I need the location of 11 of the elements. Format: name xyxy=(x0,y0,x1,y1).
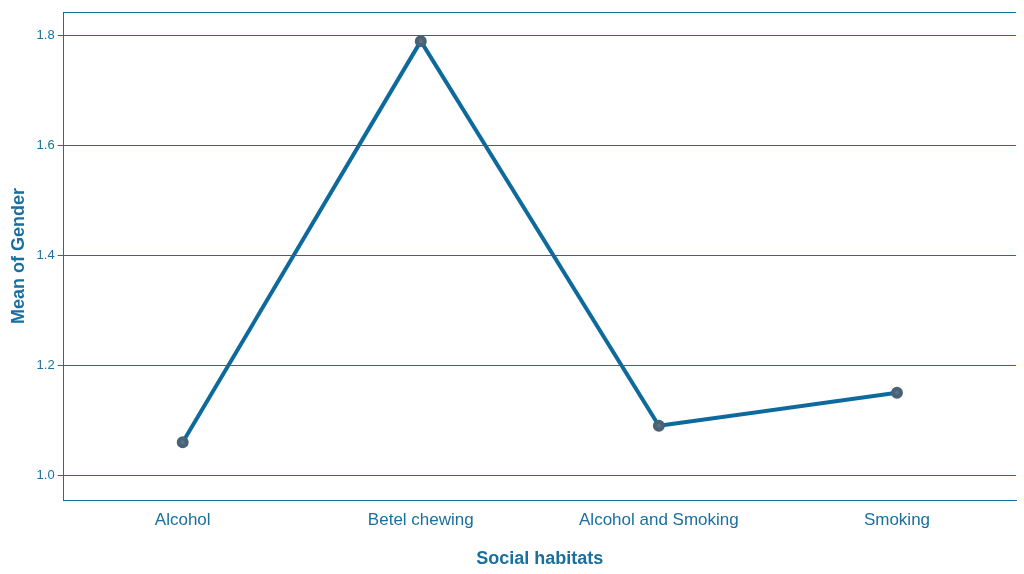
x-tick-label: Betel chewing xyxy=(367,509,474,529)
y-tick-label: 1.4 xyxy=(36,247,55,263)
y-axis-title: Mean of Gender xyxy=(7,187,28,325)
x-tick-label: Alcohol xyxy=(154,509,211,529)
y-tick-label: 1.6 xyxy=(36,137,55,153)
y-tick-label: 1.0 xyxy=(36,466,55,482)
y-tick-label: 1.2 xyxy=(36,356,55,372)
x-tick-label: Smoking xyxy=(863,509,931,529)
x-tick-label: Alcohol and Smoking xyxy=(579,509,739,529)
x-axis-title: Social habitats xyxy=(476,548,604,569)
y-tick-label: 1.8 xyxy=(36,27,55,43)
